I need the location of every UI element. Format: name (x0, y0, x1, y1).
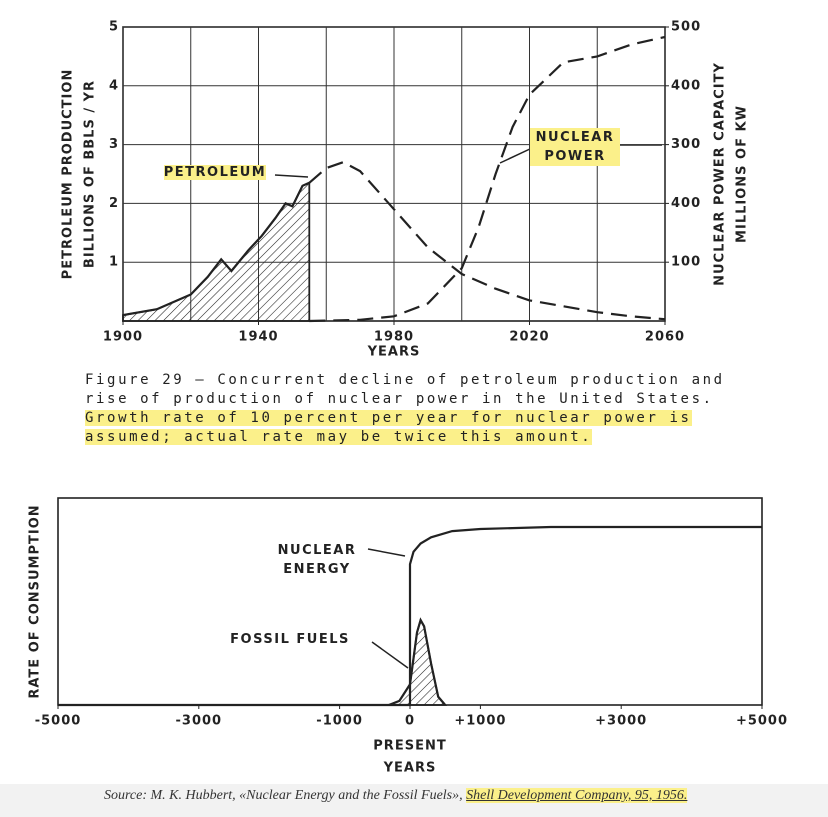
x-tick-label: 1900 (103, 330, 143, 345)
footer-band (0, 784, 828, 817)
arrow (274, 174, 309, 178)
x-tick-label: +1000 (454, 714, 506, 729)
caption-line: Growth rate of 10 percent per year for n… (85, 409, 692, 428)
caption-text: assumed; actual rate may be twice this a… (85, 429, 593, 445)
series-line (308, 161, 666, 321)
source-highlight: Shell Development Company, 95, 1956. (466, 788, 688, 803)
x-tick-label: -5000 (35, 714, 82, 729)
y-axis-label: PETROLEUM PRODUCTION (61, 69, 76, 280)
y2-tick-label: 300 (671, 137, 701, 152)
arrow (371, 641, 409, 669)
x-tick-label: -1000 (316, 714, 363, 729)
y2-tick-label: 100 (671, 255, 701, 270)
caption-line: assumed; actual rate may be twice this a… (85, 428, 593, 447)
caption-text: Growth rate of 10 percent per year for n… (85, 410, 692, 426)
y2-tick-label: 500 (671, 20, 701, 35)
source: Source: M. K. Hubbert, «Nuclear Energy a… (104, 788, 688, 804)
series-line (122, 181, 310, 317)
figure: 1 2 3 4 5 100 400 300 400 500 1900 1940 1980 2020 2060… (28, 20, 788, 776)
arrow (367, 548, 406, 557)
x-tick-label: -3000 (176, 714, 223, 729)
caption-line: rise of production of nuclear power in t… (85, 391, 714, 407)
source-text: Source: M. K. Hubbert, «Nuclear Energy a… (104, 788, 467, 803)
x-axis-label: PRESENT (373, 739, 446, 754)
y2-axis-label: NUCLEAR POWER CAPACITY (713, 62, 728, 286)
y2-tick-label: 400 (671, 196, 701, 211)
x-tick-label: 2060 (645, 330, 685, 345)
x-tick-label: +3000 (595, 714, 647, 729)
x-axis-label: YEARS (383, 761, 437, 776)
y2-axis-label: MILLIONS OF KW (735, 105, 750, 243)
x-axis-label: YEARS (367, 345, 421, 360)
x-tick-label: 1940 (238, 330, 278, 345)
fossil-fuels-label: FOSSIL FUELS (230, 632, 350, 647)
nuclear-power-label: NUCLEAR POWER (530, 128, 620, 166)
x-tick-label: 1980 (374, 330, 414, 345)
x-tick-label: 2020 (509, 330, 549, 345)
series-line (309, 35, 666, 323)
series-line (58, 525, 762, 707)
label-text: PETROLEUM (163, 165, 267, 180)
y-tick-label: 2 (109, 196, 119, 211)
caption-line: Figure 29 — Concurrent decline of petrol… (85, 372, 725, 388)
series-line (388, 617, 447, 707)
y-axis-label: RATE OF CONSUMPTION (28, 504, 43, 698)
y-tick-label: 5 (109, 20, 119, 35)
x-tick-label: +5000 (736, 714, 788, 729)
y-axis-label: BILLIONS OF BBLS / YR (83, 80, 98, 268)
petroleum-label: PETROLEUM (152, 163, 278, 182)
y-tick-label: 3 (109, 137, 119, 152)
y2-tick-label: 400 (671, 78, 701, 93)
nuclear-energy-label: NUCLEAR ENERGY (277, 543, 357, 577)
y-tick-label: 4 (109, 78, 119, 93)
y-tick-label: 1 (109, 255, 119, 270)
x-tick-label: 0 (405, 714, 415, 729)
arrow (499, 147, 533, 164)
